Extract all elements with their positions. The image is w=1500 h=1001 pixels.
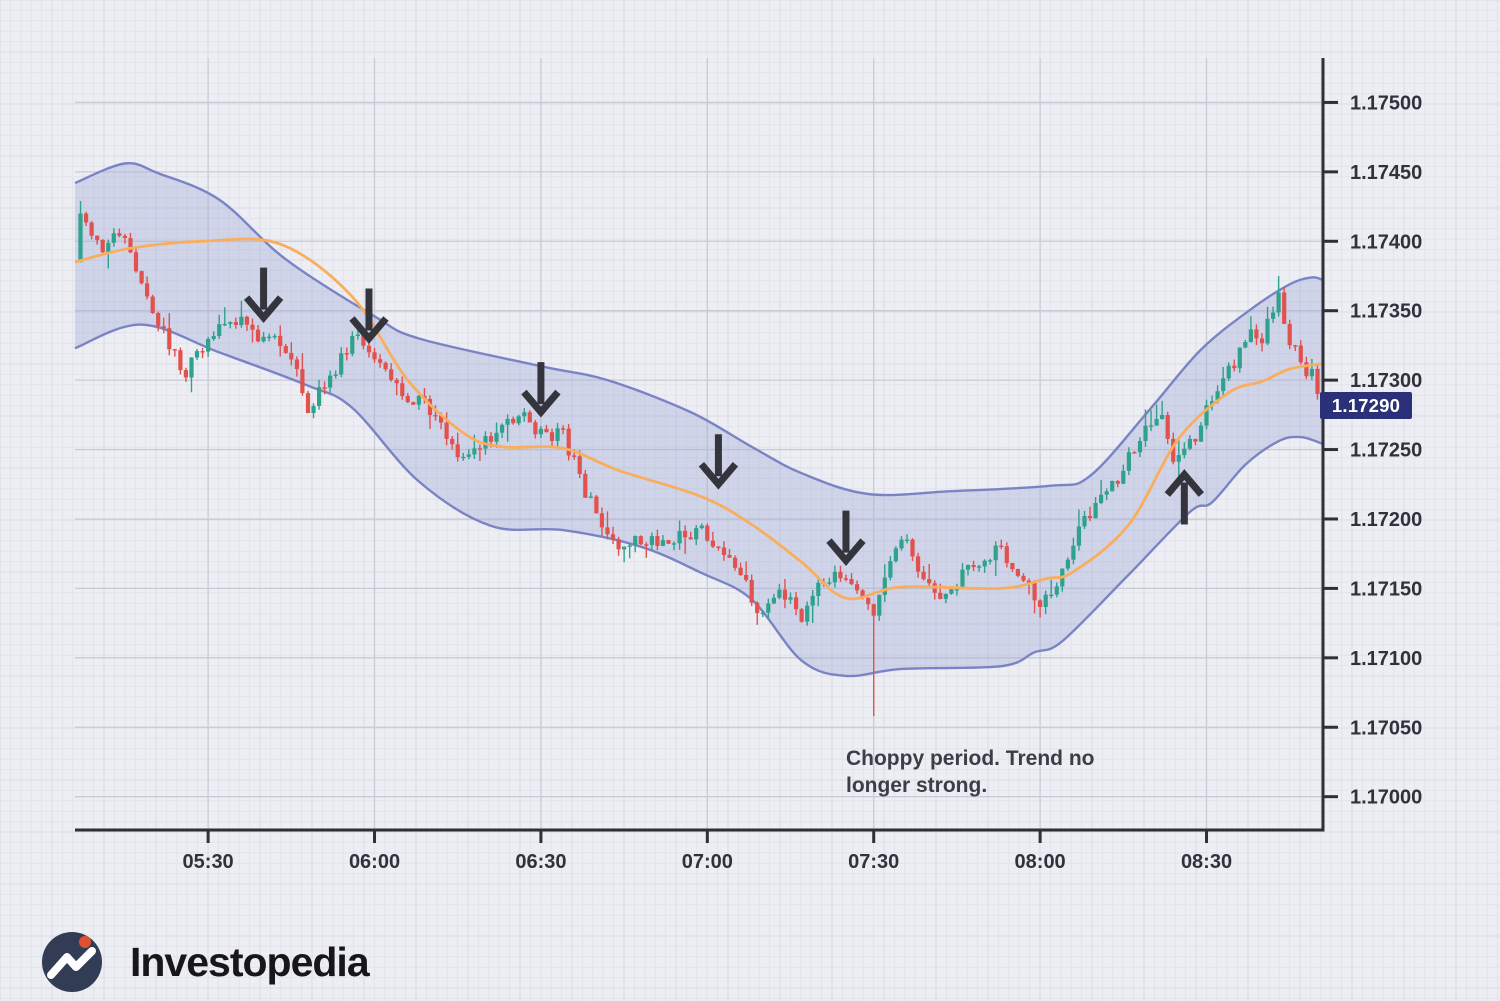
investopedia-logo: Investopedia bbox=[40, 930, 370, 994]
last-price-badge: 1.17290 bbox=[1320, 392, 1412, 419]
svg-text:1.17150: 1.17150 bbox=[1350, 578, 1422, 600]
axes-layer bbox=[75, 58, 1338, 843]
svg-text:1.17300: 1.17300 bbox=[1350, 370, 1422, 392]
svg-text:1.17450: 1.17450 bbox=[1350, 162, 1422, 184]
svg-text:1.17100: 1.17100 bbox=[1350, 648, 1422, 670]
logo-pulse-line bbox=[47, 947, 96, 979]
svg-text:1.17500: 1.17500 bbox=[1350, 92, 1422, 114]
svg-text:1.17350: 1.17350 bbox=[1350, 301, 1422, 323]
axis-labels-layer: 05:30 06:00 06:30 07:00 07:30 08:00 08:30 1.175… bbox=[183, 92, 1423, 873]
chart-annotation: Choppy period. Trend no longer strong. bbox=[846, 745, 1095, 799]
svg-text:06:00: 06:00 bbox=[349, 851, 400, 873]
logo-dot bbox=[79, 936, 91, 948]
svg-text:06:30: 06:30 bbox=[515, 851, 566, 873]
svg-text:05:30: 05:30 bbox=[183, 851, 234, 873]
annotation-line-1: Choppy period. Trend no bbox=[845, 747, 1095, 771]
svg-text:08:30: 08:30 bbox=[1181, 851, 1232, 873]
svg-text:1.17000: 1.17000 bbox=[1350, 787, 1422, 809]
svg-text:1.17250: 1.17250 bbox=[1350, 440, 1422, 462]
svg-text:1.17050: 1.17050 bbox=[1350, 717, 1422, 739]
annotation-line-2: longer strong. bbox=[845, 774, 988, 798]
svg-text:1.17200: 1.17200 bbox=[1350, 509, 1422, 531]
svg-text:1.17400: 1.17400 bbox=[1350, 231, 1422, 253]
arrows-layer bbox=[243, 267, 1204, 567]
brand-name: Investopedia bbox=[130, 938, 370, 985]
candles-layer bbox=[78, 201, 1320, 717]
ma-layer bbox=[74, 237, 1324, 601]
svg-text:08:00: 08:00 bbox=[1015, 851, 1066, 873]
svg-text:07:30: 07:30 bbox=[848, 851, 899, 873]
svg-text:07:00: 07:00 bbox=[682, 851, 733, 873]
investopedia-logo-mark bbox=[42, 932, 102, 992]
